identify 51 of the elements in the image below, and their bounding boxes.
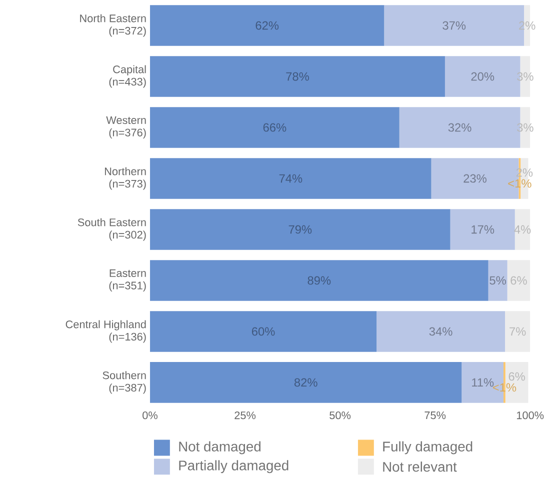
data-label: 60% bbox=[252, 327, 275, 336]
x-tick-label: 75% bbox=[424, 412, 446, 420]
x-tick-label: 25% bbox=[234, 412, 256, 420]
bar bbox=[150, 209, 450, 250]
data-label: 74% bbox=[279, 174, 302, 183]
bar bbox=[150, 260, 488, 302]
data-label: 5% bbox=[490, 276, 506, 285]
bar bbox=[450, 209, 515, 250]
bar bbox=[150, 311, 377, 352]
y-tick-label: South Eastern (n=302) bbox=[78, 218, 146, 241]
x-tick-label: 50% bbox=[330, 412, 351, 420]
bar bbox=[488, 260, 508, 302]
y-tick-label: North Eastern (n=372) bbox=[80, 14, 146, 37]
data-label: 2% bbox=[519, 22, 536, 30]
bar bbox=[150, 107, 400, 148]
data-label: 34% bbox=[429, 327, 452, 336]
bar bbox=[514, 209, 530, 250]
data-label: 78% bbox=[286, 72, 309, 81]
bar bbox=[150, 362, 462, 404]
data-label: 3% bbox=[517, 123, 534, 132]
data-label: 66% bbox=[263, 123, 286, 132]
y-tick-label: Western (n=376) bbox=[106, 116, 146, 139]
data-label: 82% bbox=[294, 378, 318, 387]
data-label: 62% bbox=[256, 22, 279, 30]
y-tick-label: Capital (n=433) bbox=[109, 65, 146, 88]
y-tick-label: Central Highland (n=136) bbox=[66, 320, 146, 343]
legend-label: Not damaged bbox=[179, 442, 260, 454]
data-label: 4% bbox=[514, 226, 531, 234]
y-tick-label: Southern (n=387) bbox=[102, 371, 146, 394]
bar bbox=[150, 56, 445, 98]
legend-label: Fully damaged bbox=[383, 442, 472, 454]
x-tick-label: 0% bbox=[142, 412, 158, 420]
y-tick-label: Eastern (n=351) bbox=[109, 270, 146, 292]
data-label: 37% bbox=[442, 22, 466, 30]
data-label: 20% bbox=[471, 72, 494, 81]
data-label: 89% bbox=[308, 276, 331, 285]
legend-label: Not relevant bbox=[383, 462, 457, 472]
data-label: 3% bbox=[517, 72, 534, 81]
bar bbox=[150, 158, 432, 200]
data-label: 79% bbox=[288, 225, 312, 234]
bar bbox=[150, 5, 384, 46]
bar bbox=[505, 311, 530, 352]
data-label: 23% bbox=[464, 174, 486, 183]
y-tick-label: Northern (n=373) bbox=[104, 167, 146, 190]
data-label: 17% bbox=[472, 226, 494, 234]
legend-label: Partially damaged bbox=[179, 460, 288, 474]
bar bbox=[507, 260, 530, 302]
x-tick-label: 100% bbox=[516, 412, 544, 420]
data-label: 11% bbox=[472, 378, 494, 387]
data-label: 32% bbox=[448, 123, 472, 132]
bar bbox=[376, 311, 506, 352]
